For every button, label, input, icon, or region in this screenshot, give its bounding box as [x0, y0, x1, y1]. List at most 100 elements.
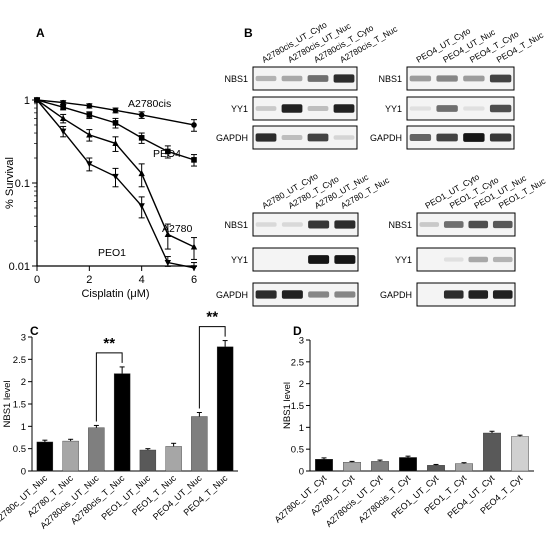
- bar: [371, 461, 389, 472]
- series-label: PEO1: [98, 247, 126, 259]
- blot-band: [281, 75, 303, 82]
- blot-strip: [252, 282, 359, 307]
- blot-row-label: GAPDH: [370, 133, 402, 143]
- data-point: [191, 157, 197, 163]
- survival-chart: 1 0.1 0.01 0 2 4 6 Cisplatin (μM) % Survival A278…: [4, 95, 198, 300]
- blot-strip: [252, 96, 358, 121]
- y-tick-label: 1.5: [291, 401, 304, 412]
- significance-label: **: [206, 309, 218, 326]
- bar: [36, 441, 54, 472]
- blot-band: [409, 75, 432, 82]
- y-tick-label: 0.01: [9, 261, 30, 273]
- data-point: [138, 170, 145, 177]
- bar: [399, 457, 417, 472]
- bar: [113, 373, 131, 472]
- blot-band: [308, 255, 330, 264]
- data-point: [138, 203, 145, 210]
- blot-band: [489, 104, 512, 113]
- blot-band: [333, 104, 355, 113]
- data-point: [60, 99, 66, 106]
- data-point: [112, 173, 119, 180]
- blot-band: [443, 257, 464, 262]
- significance-bracket: [95, 352, 123, 422]
- data-point: [86, 112, 93, 118]
- y-tick-label: 0.5: [291, 445, 304, 456]
- blot-strip: [252, 247, 359, 272]
- blot-band: [281, 135, 303, 140]
- blot-band: [307, 75, 329, 82]
- blot-band: [281, 104, 303, 113]
- blot-row-label: NBS1: [224, 220, 248, 230]
- blot-strip: [252, 125, 358, 150]
- y-tick-label: 0.5: [13, 444, 26, 455]
- blot-row-label: NBS1: [224, 74, 248, 84]
- series-label: A2780: [162, 223, 193, 235]
- data-point: [190, 243, 198, 250]
- y-tick-label: 0.1: [15, 178, 30, 190]
- y-axis-label: NBS1 level: [2, 381, 13, 428]
- bar: [483, 432, 501, 472]
- data-point: [86, 161, 93, 168]
- y-tick-label: 1: [24, 95, 30, 107]
- y-tick-label: 0: [21, 467, 26, 478]
- blot-band: [409, 134, 432, 141]
- blot-band: [468, 220, 489, 229]
- x-axis-label: Cisplatin (μM): [81, 288, 149, 300]
- series-line: [36, 99, 195, 126]
- data-point: [86, 103, 93, 109]
- data-point: [112, 120, 119, 126]
- bar: [427, 465, 445, 472]
- y-tick-label: 2: [21, 377, 26, 388]
- panel-label-b: B: [244, 26, 253, 40]
- x-tick-label: 2: [86, 274, 92, 286]
- data-point: [59, 115, 67, 122]
- bar: [455, 463, 473, 472]
- blot-band: [255, 133, 277, 142]
- blot-band: [255, 75, 277, 82]
- blot-band: [463, 106, 485, 111]
- significance-bracket: [198, 326, 226, 409]
- blot-band: [492, 256, 513, 263]
- data-point: [112, 107, 119, 114]
- blot-band: [255, 222, 277, 227]
- panel-label-a: A: [36, 26, 45, 40]
- blot-band: [333, 74, 355, 83]
- y-tick-label: 2: [299, 379, 304, 390]
- blot-band: [281, 290, 303, 299]
- x-tick-label: 6: [191, 274, 197, 286]
- blot-band: [468, 256, 489, 263]
- bar: [191, 416, 208, 472]
- y-axis-label: % Survival: [4, 157, 16, 209]
- data-point: [165, 148, 171, 155]
- data-point: [190, 265, 198, 272]
- blot-strip: [416, 212, 516, 237]
- blot-band: [419, 222, 440, 227]
- x-tick-label: 0: [34, 274, 40, 286]
- series-label: A2780cis: [128, 98, 171, 110]
- blot-band: [307, 133, 329, 142]
- data-point: [191, 122, 197, 128]
- blot-band: [255, 106, 277, 111]
- blot-row-label: YY1: [385, 104, 402, 114]
- panel-label-d: D: [293, 324, 302, 338]
- blot-band: [436, 133, 458, 142]
- blot-row-label: NBS1: [388, 220, 412, 230]
- y-tick-label: 3: [299, 336, 304, 347]
- blot-band: [308, 220, 330, 229]
- bar: [216, 346, 234, 472]
- bar: [139, 449, 157, 472]
- blot-band: [334, 255, 356, 264]
- blot-band: [443, 290, 464, 299]
- data-point: [86, 131, 93, 138]
- y-tick-label: 3: [21, 333, 26, 344]
- y-axis-label: NBS1 level: [282, 382, 293, 429]
- blot-band: [489, 133, 512, 142]
- y-tick-label: 0: [299, 467, 304, 478]
- blot-row-label: GAPDH: [380, 290, 412, 300]
- data-point: [59, 128, 67, 135]
- y-tick-label: 1: [299, 423, 304, 434]
- blot-band: [409, 106, 432, 111]
- blot-band: [489, 74, 512, 83]
